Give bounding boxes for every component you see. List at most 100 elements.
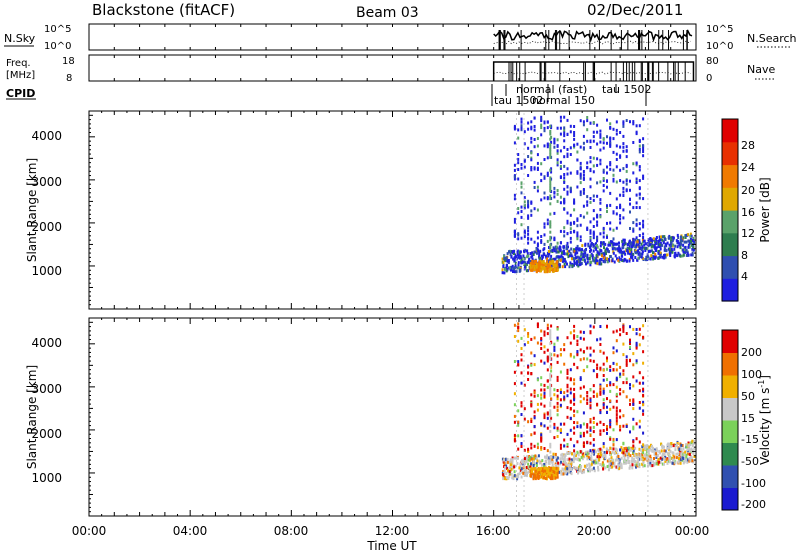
range-cell	[553, 422, 556, 426]
range-cell	[654, 252, 657, 256]
range-cell	[638, 150, 641, 154]
range-cell	[634, 454, 637, 458]
range-cell	[549, 424, 552, 428]
range-cell	[606, 367, 608, 371]
range-cell	[620, 249, 623, 253]
range-cell	[556, 428, 559, 432]
range-cell	[519, 250, 522, 254]
range-cell	[559, 462, 562, 466]
range-cell	[540, 133, 543, 137]
range-cell	[569, 251, 572, 255]
range-cell	[613, 260, 616, 264]
range-cell	[541, 254, 544, 258]
range-cell	[649, 454, 652, 458]
range-cell	[506, 252, 509, 256]
range-cell	[549, 189, 552, 193]
range-cell	[549, 393, 552, 397]
range-cell	[655, 447, 658, 451]
range-cell	[642, 409, 645, 413]
range-cell	[591, 468, 594, 472]
range-cell	[622, 424, 625, 428]
range-cell	[622, 390, 625, 394]
range-cell	[549, 375, 552, 379]
range-cell	[552, 452, 555, 456]
range-cell	[569, 341, 572, 345]
range-cell	[524, 469, 527, 473]
range-cell	[625, 425, 628, 428]
range-cell	[618, 466, 621, 470]
range-cell	[625, 363, 628, 367]
range-cell	[569, 400, 572, 404]
range-cell	[513, 403, 516, 407]
range-cell	[540, 388, 543, 392]
range-cell	[512, 466, 514, 470]
range-cell	[573, 426, 576, 430]
range-cell	[677, 241, 680, 245]
range-cell	[686, 458, 689, 462]
range-cell	[565, 469, 568, 472]
range-cell	[535, 259, 538, 263]
range-cell	[569, 437, 572, 441]
range-cell	[517, 363, 520, 367]
range-cell	[549, 334, 552, 338]
range-cell	[579, 214, 582, 218]
range-cell	[655, 455, 658, 459]
range-cell	[536, 251, 538, 255]
range-cell	[629, 251, 632, 255]
range-cell	[604, 248, 607, 252]
range-cell	[571, 264, 574, 268]
range-cell	[625, 165, 628, 169]
range-cell	[517, 207, 520, 210]
range-cell	[514, 253, 517, 257]
time-axis: 00:00 04:00 08:00 12:00 16:00 20:00 00:0…	[72, 524, 710, 553]
range-cell	[530, 433, 533, 437]
range-cell	[513, 252, 515, 255]
range-cell	[516, 456, 519, 460]
range-cell	[566, 185, 569, 189]
range-cell	[619, 415, 622, 419]
range-cell	[554, 474, 556, 478]
range-cell	[579, 172, 582, 176]
range-cell	[513, 420, 516, 424]
range-cell	[650, 464, 653, 468]
range-cell	[531, 470, 534, 473]
range-cell	[573, 324, 576, 328]
range-cell	[576, 353, 579, 357]
range-cell	[563, 348, 566, 352]
range-cell	[658, 235, 661, 239]
range-cell	[599, 325, 602, 328]
range-cell	[658, 250, 661, 254]
range-cell	[548, 246, 550, 249]
range-cell	[576, 217, 579, 221]
range-cell	[619, 145, 622, 149]
range-cell	[663, 449, 666, 453]
range-cell	[601, 254, 603, 258]
range-cell	[609, 389, 612, 393]
range-cell	[592, 156, 595, 160]
range-cell	[517, 168, 520, 171]
range-cell	[549, 355, 552, 358]
range-cell	[518, 466, 521, 470]
range-cell	[619, 448, 622, 452]
velocity-cb-15: 15	[741, 412, 755, 425]
range-cell	[640, 248, 643, 252]
range-cell	[532, 464, 535, 467]
range-cell	[530, 337, 533, 341]
range-cell	[632, 459, 635, 463]
range-cell	[561, 259, 564, 263]
power-cb-4: 4	[741, 270, 748, 283]
range-cell	[599, 409, 602, 412]
range-cell	[528, 456, 531, 460]
cpid-tau-1: tau 1502	[494, 94, 544, 107]
range-cell	[532, 477, 535, 481]
range-cell	[503, 477, 506, 481]
range-cell	[602, 137, 605, 141]
range-cell	[573, 421, 576, 424]
range-cell	[503, 458, 505, 462]
range-cell	[589, 359, 592, 363]
range-cell	[655, 452, 658, 456]
range-cell	[579, 176, 582, 180]
range-cell	[555, 466, 558, 470]
range-cell	[566, 372, 569, 375]
range-cell	[540, 198, 543, 202]
